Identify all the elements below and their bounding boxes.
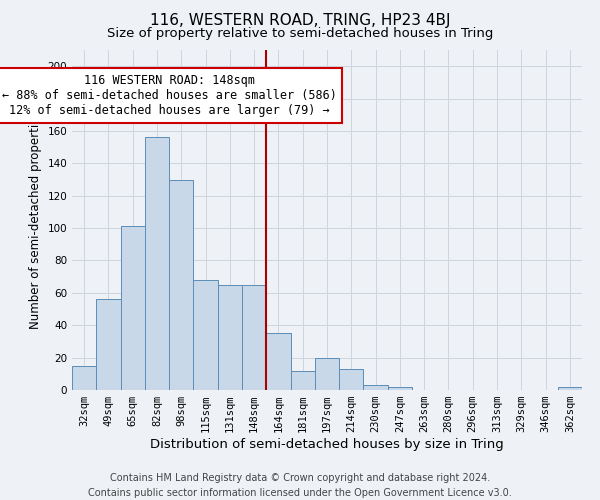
Bar — [72, 366, 96, 390]
Text: Contains HM Land Registry data © Crown copyright and database right 2024.
Contai: Contains HM Land Registry data © Crown c… — [88, 472, 512, 498]
Bar — [388, 387, 412, 390]
Bar — [145, 138, 169, 390]
Y-axis label: Number of semi-detached properties: Number of semi-detached properties — [29, 110, 42, 330]
Bar — [558, 387, 582, 390]
Bar — [364, 385, 388, 390]
Text: 116 WESTERN ROAD: 148sqm
← 88% of semi-detached houses are smaller (586)
12% of : 116 WESTERN ROAD: 148sqm ← 88% of semi-d… — [2, 74, 337, 118]
Bar — [290, 370, 315, 390]
Text: 116, WESTERN ROAD, TRING, HP23 4BJ: 116, WESTERN ROAD, TRING, HP23 4BJ — [150, 12, 450, 28]
X-axis label: Distribution of semi-detached houses by size in Tring: Distribution of semi-detached houses by … — [150, 438, 504, 451]
Bar — [218, 285, 242, 390]
Bar — [339, 369, 364, 390]
Text: Size of property relative to semi-detached houses in Tring: Size of property relative to semi-detach… — [107, 28, 493, 40]
Bar — [193, 280, 218, 390]
Bar — [315, 358, 339, 390]
Bar — [242, 285, 266, 390]
Bar — [121, 226, 145, 390]
Bar — [96, 300, 121, 390]
Bar — [169, 180, 193, 390]
Bar — [266, 334, 290, 390]
